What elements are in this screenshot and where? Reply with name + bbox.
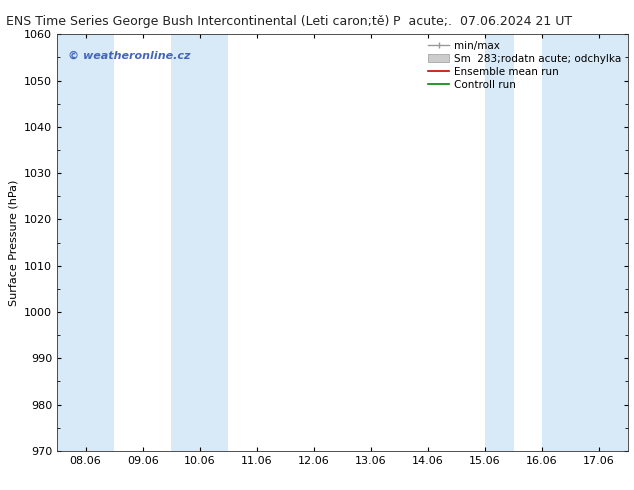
Bar <box>542 34 628 451</box>
Legend: min/max, Sm  283;rodatn acute; odchylka, Ensemble mean run, Controll run: min/max, Sm 283;rodatn acute; odchylka, … <box>424 36 626 94</box>
Text: P  acute;.  07.06.2024 21 UT: P acute;. 07.06.2024 21 UT <box>393 15 573 28</box>
Bar <box>485 34 514 451</box>
Text: ENS Time Series George Bush Intercontinental (Leti caron;tě): ENS Time Series George Bush Intercontine… <box>6 15 390 28</box>
Y-axis label: Surface Pressure (hPa): Surface Pressure (hPa) <box>8 179 18 306</box>
Text: © weatheronline.cz: © weatheronline.cz <box>68 51 191 61</box>
Bar <box>171 34 228 451</box>
Bar <box>57 34 114 451</box>
